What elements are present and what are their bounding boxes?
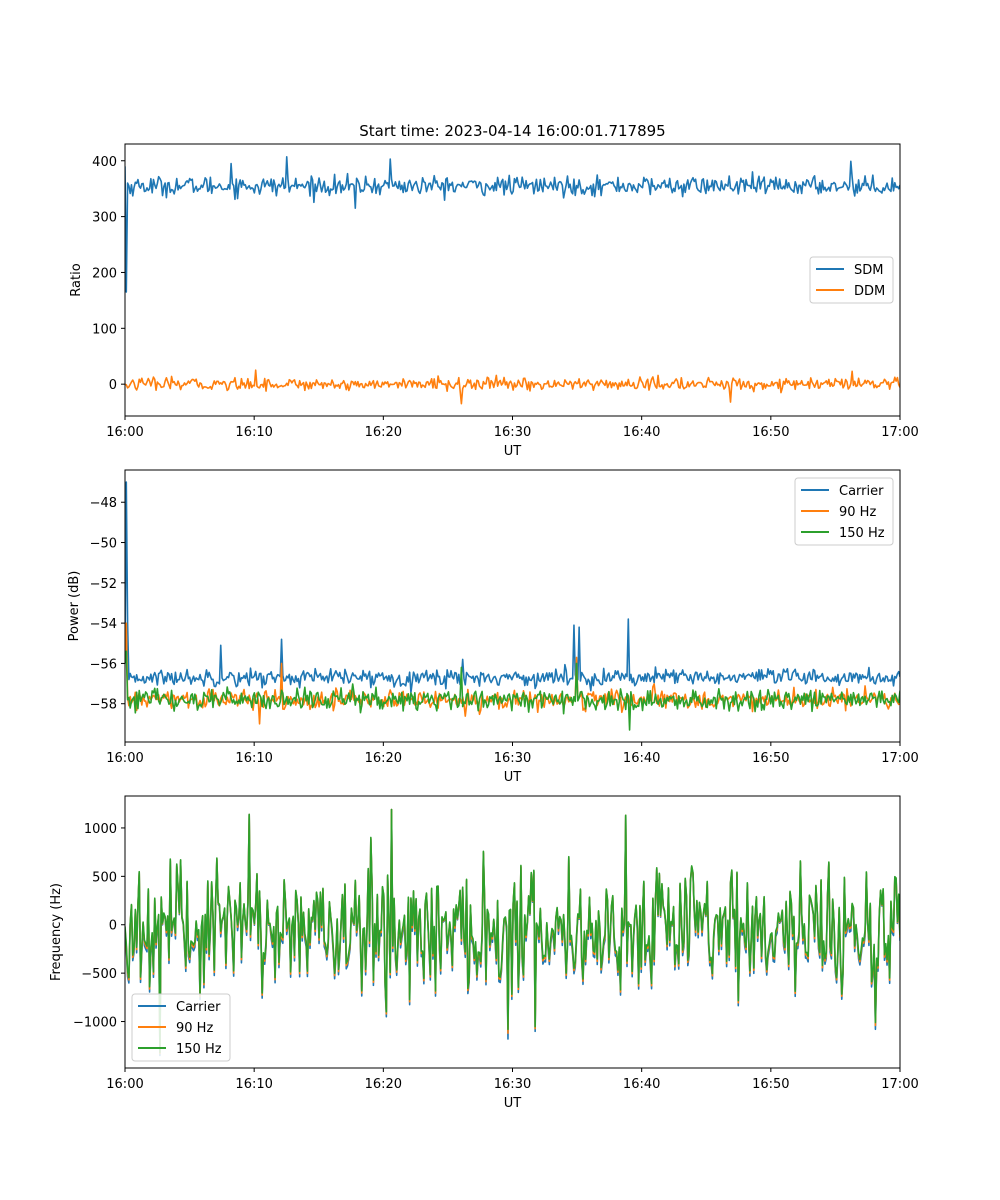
- x-tick-label: 16:50: [752, 425, 789, 440]
- legend-label: 150 Hz: [176, 1042, 222, 1057]
- chart-title: Start time: 2023-04-14 16:00:01.717895: [359, 122, 665, 140]
- y-tick-label: 300: [92, 211, 117, 226]
- x-axis-label: UT: [504, 1096, 522, 1111]
- legend-label: 150 Hz: [839, 526, 885, 541]
- legend-label: 90 Hz: [176, 1021, 213, 1036]
- series-line-150-hz: [125, 650, 900, 731]
- legend: Carrier 90 Hz 150 Hz: [131, 993, 231, 1062]
- y-tick-label: −56: [90, 657, 117, 672]
- x-tick-label: 16:30: [494, 751, 531, 766]
- x-tick-label: 17:00: [881, 751, 918, 766]
- x-tick-label: 16:30: [494, 1077, 531, 1092]
- y-tick-label: −50: [90, 537, 117, 552]
- x-axis-label: UT: [504, 770, 522, 785]
- y-tick-label: −48: [90, 496, 117, 511]
- y-axis-label: Frequency (Hz): [49, 883, 64, 981]
- legend-label: Carrier: [839, 484, 884, 499]
- x-tick-label: 16:30: [494, 425, 531, 440]
- legend: SDM DDM: [809, 256, 894, 304]
- x-tick-label: 16:40: [623, 425, 660, 440]
- legend-label: Carrier: [176, 1000, 221, 1015]
- y-tick-label: 400: [92, 155, 117, 170]
- x-axis-label: UT: [504, 444, 522, 459]
- y-axis-label: Ratio: [69, 263, 84, 296]
- y-tick-label: −54: [90, 617, 117, 632]
- x-tick-label: 16:00: [106, 1077, 143, 1092]
- legend-box: [131, 993, 231, 1062]
- y-tick-label: 0: [109, 919, 117, 934]
- y-tick-label: 1000: [84, 822, 117, 837]
- panel-3: 16:00 16:10 16:20 16:30 16:40 16:50 17:00 −1000…: [49, 795, 919, 1111]
- x-tick-label: 16:20: [365, 751, 402, 766]
- x-tick-label: 17:00: [881, 425, 918, 440]
- panel-2: 16:00 16:10 16:20 16:30 16:40 16:50 17:00 −58 −5…: [67, 469, 919, 785]
- panel-1: 16:00 16:10 16:20 16:30 16:40 16:50 17:00 0 100 2…: [69, 122, 919, 459]
- legend-label: DDM: [854, 284, 885, 299]
- x-tick-label: 16:50: [752, 1077, 789, 1092]
- x-tick-label: 16:10: [235, 425, 272, 440]
- x-tick-label: 16:10: [235, 1077, 272, 1092]
- legend-box: [794, 477, 894, 546]
- x-tick-label: 16:20: [365, 425, 402, 440]
- x-tick-label: 16:20: [365, 1077, 402, 1092]
- x-tick-label: 16:10: [235, 751, 272, 766]
- y-tick-label: −500: [81, 967, 117, 982]
- y-tick-label: 0: [109, 378, 117, 393]
- x-tick-label: 16:40: [623, 1077, 660, 1092]
- series-line-ddm: [125, 369, 900, 405]
- x-tick-label: 16:00: [106, 425, 143, 440]
- y-tick-label: 100: [92, 322, 117, 337]
- legend-label: SDM: [854, 263, 883, 278]
- series-line-carrier: [125, 481, 900, 694]
- x-tick-label: 16:40: [623, 751, 660, 766]
- series-line-sdm: [125, 156, 900, 293]
- y-axis-label: Power (dB): [67, 571, 82, 642]
- x-tick-label: 16:00: [106, 751, 143, 766]
- y-tick-label: 500: [92, 870, 117, 885]
- y-tick-label: −52: [90, 577, 117, 592]
- y-tick-label: 200: [92, 266, 117, 281]
- x-tick-label: 16:50: [752, 751, 789, 766]
- series-line-150-hz: [125, 808, 900, 1054]
- legend-label: 90 Hz: [839, 505, 876, 520]
- x-tick-label: 17:00: [881, 1077, 918, 1092]
- y-tick-label: −1000: [73, 1016, 117, 1031]
- y-tick-label: −58: [90, 698, 117, 713]
- legend: Carrier 90 Hz 150 Hz: [794, 477, 894, 546]
